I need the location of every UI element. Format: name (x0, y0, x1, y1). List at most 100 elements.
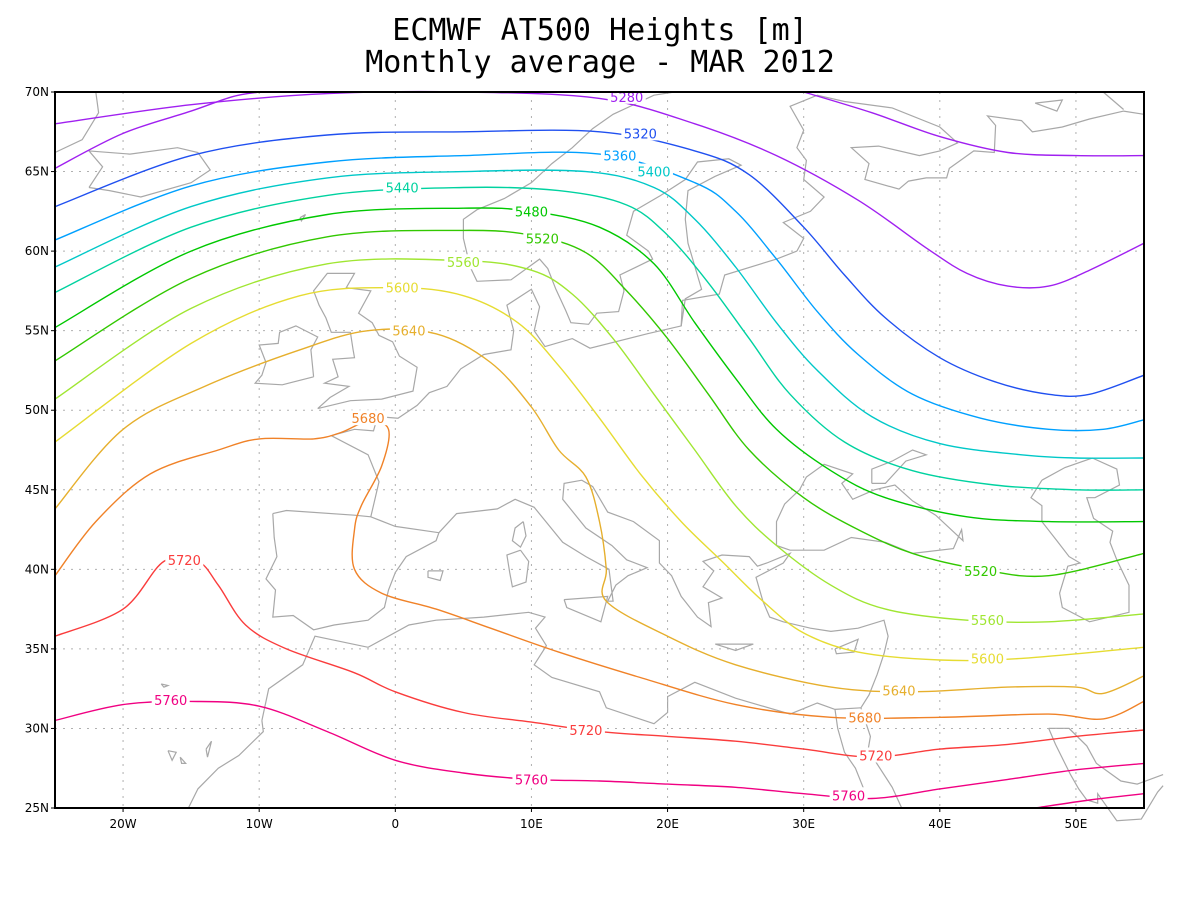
contour-label-5520: 5520 (964, 565, 997, 580)
contour-label-background (165, 551, 204, 567)
coastline (782, 94, 1145, 252)
contour-label-5400: 5400 (637, 166, 670, 181)
contour-line-5520 (54, 229, 1145, 578)
contour-label-5600: 5600 (971, 652, 1004, 667)
contour-label-5440: 5440 (386, 181, 419, 196)
coastline (715, 643, 754, 652)
contour-label-5520: 5520 (526, 232, 559, 247)
lat-tick-label: 50N (25, 403, 49, 417)
coastline (87, 147, 212, 198)
coastline (871, 449, 929, 484)
contour-label-background (968, 612, 1007, 628)
map-frame (54, 91, 1145, 809)
contour-label-5280: 5280 (610, 91, 643, 106)
coastline (511, 521, 527, 549)
coastline (167, 750, 178, 762)
contour-line-5280 (54, 91, 260, 170)
contour-label-background (383, 179, 422, 195)
lon-tick-label: 40E (928, 817, 951, 831)
contour-label-5680: 5680 (352, 412, 385, 427)
coastline (834, 709, 867, 796)
map-title-line1: ECMWF AT500 Heights [m] (392, 13, 808, 48)
lat-tick-label: 40N (25, 562, 49, 576)
contour-label-5560: 5560 (447, 256, 480, 271)
lat-tick-label: 25N (25, 801, 49, 815)
coastline (261, 611, 861, 725)
contour-label-5480: 5480 (515, 205, 548, 220)
contour-line-5640 (54, 328, 1145, 695)
lon-tick-label: 20W (109, 817, 136, 831)
contour-label-background (961, 562, 1000, 578)
contour-line-5800 (1035, 793, 1145, 809)
contour-label-background (512, 203, 551, 219)
contour-label-background (566, 722, 605, 738)
coastline (253, 325, 319, 386)
lat-tick-label: 55N (25, 324, 49, 338)
lat-tick-label: 65N (25, 165, 49, 179)
contour-label-background (383, 279, 422, 295)
contour-label-5600: 5600 (386, 282, 419, 297)
contour-label-background (829, 787, 868, 803)
contour-label-5560: 5560 (971, 614, 1004, 629)
contour-label-5720: 5720 (569, 724, 602, 739)
contour-label-background (600, 147, 639, 163)
contour-label-5760: 5760 (515, 773, 548, 788)
coastline (1102, 91, 1124, 110)
map-background (55, 92, 1144, 808)
contour-label-background (845, 709, 884, 725)
contour-line-5600 (54, 286, 1145, 662)
lat-tick-label: 60N (25, 244, 49, 258)
contour-label-background (621, 125, 660, 141)
lon-tick-label: 10E (520, 817, 543, 831)
coastline (462, 91, 743, 326)
coastline (265, 509, 440, 631)
coastline (205, 740, 213, 758)
contour-label-background (444, 254, 483, 270)
contour-label-background (856, 747, 895, 763)
contour-label-5680: 5680 (848, 711, 881, 726)
contour-label-5360: 5360 (603, 150, 636, 165)
contour-line-5760 (54, 700, 1145, 800)
coastline (179, 756, 188, 764)
contour-lines (54, 90, 1145, 809)
contour-line-5400 (54, 169, 1145, 459)
lat-tick-label: 35N (25, 642, 49, 656)
lon-tick-label: 0 (391, 817, 399, 831)
lat-tick-label: 45N (25, 483, 49, 497)
contour-line-5320 (54, 129, 1145, 397)
map-title-line2: Monthly average - MAR 2012 (365, 45, 835, 80)
contour-label-background (512, 771, 551, 787)
lon-tick-label: 10W (246, 817, 273, 831)
coastline (427, 570, 444, 582)
contour-label-background (389, 322, 428, 338)
lon-tick-label: 50E (1065, 817, 1088, 831)
contour-label-5720: 5720 (168, 554, 201, 569)
contour-label-background (523, 230, 562, 246)
contour-label-5640: 5640 (882, 684, 915, 699)
coastline (312, 272, 418, 410)
coastline (438, 479, 889, 709)
coastline (775, 463, 964, 555)
contour-line-5280 (54, 90, 1145, 289)
coastline (187, 720, 264, 809)
contour-label-5760: 5760 (154, 694, 187, 709)
contour-label-5320: 5320 (624, 127, 657, 142)
contour-line-5560 (54, 258, 1145, 624)
contour-label-background (968, 650, 1007, 666)
contour-line-5280 (803, 91, 1145, 157)
contour-label-background (879, 682, 918, 698)
lon-tick-label: 30E (792, 817, 815, 831)
contour-line-5440 (54, 186, 1145, 491)
coastline (160, 683, 171, 688)
lat-tick-label: 30N (25, 721, 49, 735)
coastline (563, 595, 609, 623)
lat-tick-label: 70N (25, 85, 49, 99)
contour-label-5760: 5760 (832, 789, 865, 804)
axis-ticks: 70N 65N 60N 55N 50N 45N 40N 35N 30N 25N 20W 10W 0 10E… (25, 85, 1088, 831)
contour-label-5720: 5720 (859, 749, 892, 764)
coastline (1048, 727, 1164, 785)
coastline (1048, 728, 1164, 822)
contour-line-5360 (54, 151, 1145, 432)
coastline (54, 91, 100, 154)
